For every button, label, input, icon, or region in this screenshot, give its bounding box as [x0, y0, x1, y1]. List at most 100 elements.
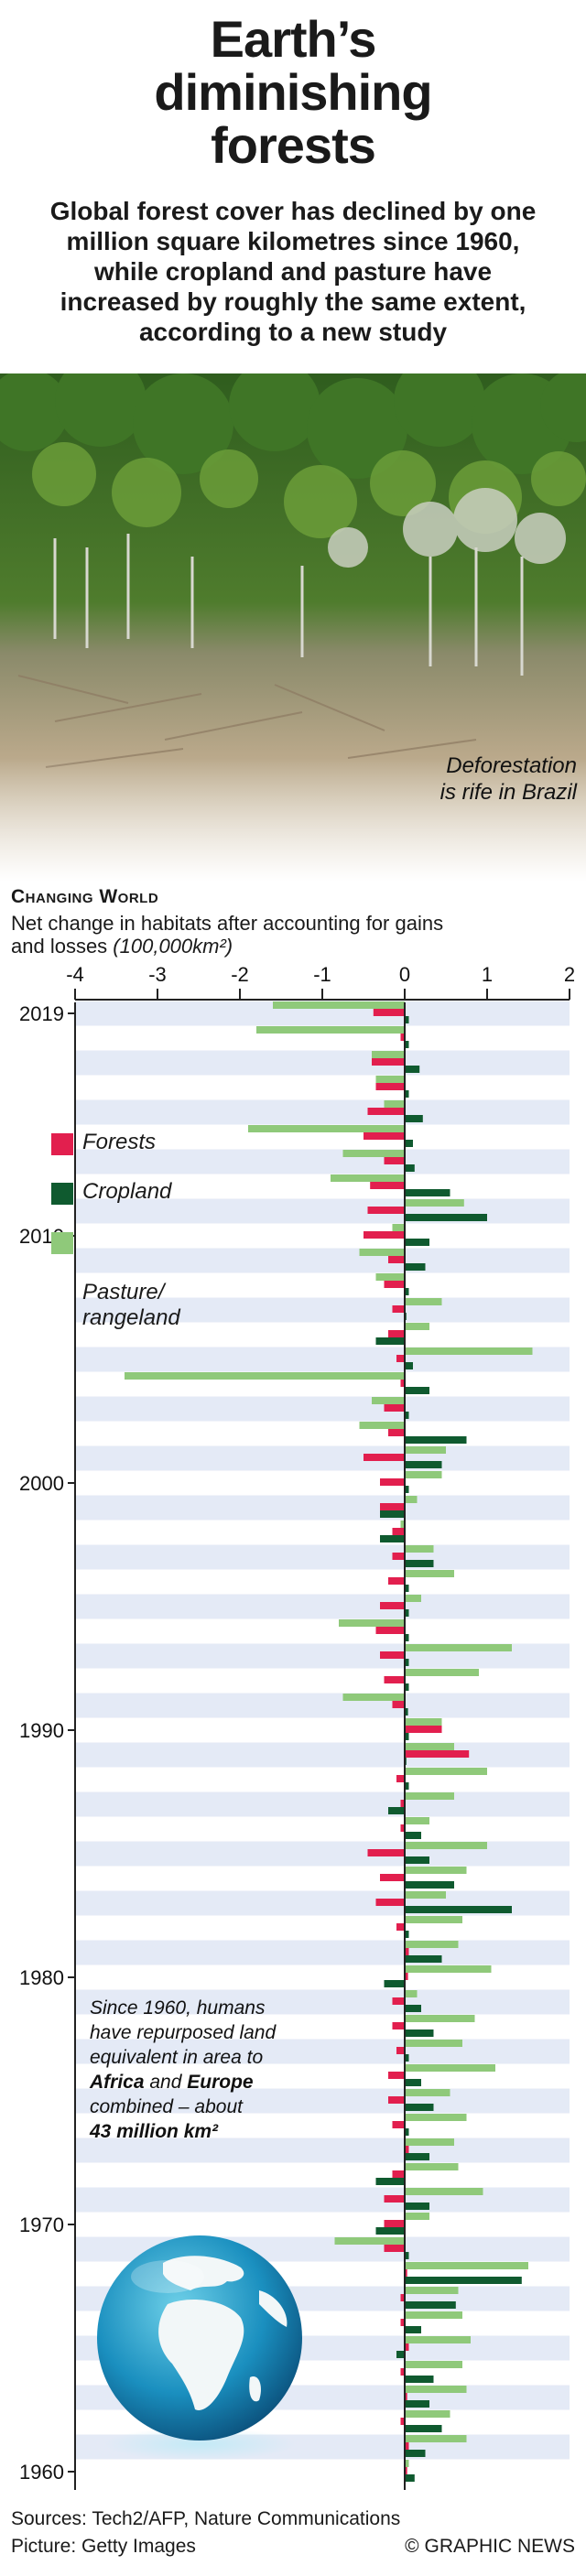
forests-bar: [400, 1380, 405, 1387]
row-stripe: [75, 2138, 570, 2163]
forests-bar: [384, 2220, 405, 2227]
pasture-bar: [375, 1076, 405, 1083]
photo-caption-line-1: Deforestation: [446, 753, 577, 778]
chart-desc-line-1: Net change in habitats after accounting …: [11, 912, 444, 935]
legend-cropland-label: Cropland: [82, 1179, 172, 1204]
forests-bar: [396, 1355, 405, 1362]
forests-bar: [405, 2393, 407, 2400]
row-stripe: [75, 1297, 570, 1323]
row-stripe: [75, 2088, 570, 2114]
pasture-bar: [372, 1051, 405, 1058]
pasture-bar: [405, 1446, 446, 1454]
pasture-bar: [125, 1372, 405, 1380]
forests-bar: [364, 1132, 405, 1140]
note-line-1: Since 1960, humans: [90, 1997, 266, 2019]
cropland-bar: [405, 2252, 409, 2259]
title-line-2: diminishing: [154, 63, 432, 121]
forests-bar: [380, 1874, 405, 1881]
footer: [0, 2505, 586, 2576]
pasture-bar: [405, 2311, 462, 2319]
title-line-1: Earth’s: [210, 10, 377, 68]
y-tick-label: 2019: [19, 1002, 64, 1025]
cropland-bar: [405, 1288, 409, 1295]
cropland-bar: [405, 1412, 409, 1419]
pasture-bar: [405, 1570, 454, 1577]
pasture-bar: [405, 1718, 442, 1726]
forests-bar: [380, 1651, 405, 1659]
note-bold-africa: Africa: [90, 2072, 145, 2093]
row-stripe: [75, 1445, 570, 1471]
pasture-bar: [375, 1273, 405, 1281]
row-stripe: [75, 1495, 570, 1521]
pasture-bar: [405, 1644, 512, 1651]
chart-heading: Changing World: [11, 886, 159, 907]
subtitle: Global forest cover has declined by one …: [16, 196, 570, 347]
note-line-5: combined – about: [90, 2096, 243, 2117]
cropland-bar: [375, 2178, 405, 2185]
row-stripe: [75, 1050, 570, 1076]
cropland-bar: [405, 1362, 413, 1369]
subtitle-line-5: according to a new study: [138, 318, 448, 346]
x-tick-label: 0: [399, 963, 410, 986]
forests-bar: [392, 2121, 405, 2128]
pasture-bar: [405, 1916, 462, 1923]
cropland-bar: [405, 2029, 434, 2037]
forests-bar: [392, 1701, 405, 1708]
row-stripe: [75, 1544, 570, 1570]
forests-bar: [392, 2170, 405, 2178]
pasture-bar: [372, 1397, 405, 1404]
pasture-bar: [405, 2188, 483, 2195]
forests-bar: [384, 1404, 405, 1412]
cropland-bar: [405, 2128, 409, 2136]
row-stripe: [75, 1742, 570, 1768]
forests-bar: [405, 2442, 409, 2450]
subtitle-line-2: million square kilometres since 1960,: [66, 227, 520, 255]
y-tick-label: 1970: [19, 2213, 64, 2236]
forests-bar: [396, 2047, 405, 2054]
forests-bar: [372, 1058, 405, 1066]
forests-bar: [388, 1577, 405, 1585]
cropland-bar: [396, 2351, 405, 2358]
y-tick-label: 1990: [19, 1719, 64, 1742]
row-stripe: [75, 1594, 570, 1619]
pasture-bar: [405, 1323, 429, 1330]
forests-bar: [380, 1478, 405, 1486]
forests-bar: [367, 1849, 405, 1856]
cropland-bar: [405, 2400, 429, 2408]
pasture-bar: [405, 2089, 450, 2096]
cropland-bar: [405, 2079, 421, 2086]
annotation-note: Since 1960, humans have repurposed land …: [90, 1996, 364, 2144]
forests-bar: [384, 1157, 405, 1164]
row-stripe: [75, 1099, 570, 1125]
cropland-bar: [405, 1041, 409, 1048]
forests-bar: [388, 2072, 405, 2079]
legend-forests-label: Forests: [82, 1130, 157, 1154]
forests-bar: [364, 1231, 405, 1239]
pasture-bar: [331, 1174, 405, 1182]
pasture-bar: [405, 2287, 459, 2294]
forests-bar: [373, 1009, 405, 1016]
y-tick-label: 2000: [19, 1472, 64, 1495]
pasture-bar: [405, 2336, 471, 2343]
pasture-bar: [273, 1001, 405, 1009]
cropland-bar: [405, 1164, 415, 1172]
forests-bar: [384, 2245, 405, 2252]
pasture-bar: [334, 2237, 405, 2245]
forests-bar: [380, 1602, 405, 1609]
forests-bar: [380, 1503, 405, 1510]
pasture-bar: [405, 2213, 429, 2220]
cropland-bar: [405, 1486, 409, 1493]
forests-bar: [405, 2467, 407, 2474]
pasture-bar: [405, 1965, 492, 1973]
row-stripe: [75, 1791, 570, 1817]
row-stripe: [75, 1693, 570, 1718]
legend-forests-swatch: [51, 1133, 73, 1155]
cropland-bar: [405, 1881, 454, 1889]
canopy: [0, 373, 586, 479]
pasture-bar: [405, 1842, 487, 1849]
forests-bar: [364, 1454, 405, 1461]
row-stripe: [75, 1248, 570, 1273]
subtitle-line-3: while cropland and pasture have: [93, 257, 493, 286]
forests-bar: [375, 1083, 405, 1090]
